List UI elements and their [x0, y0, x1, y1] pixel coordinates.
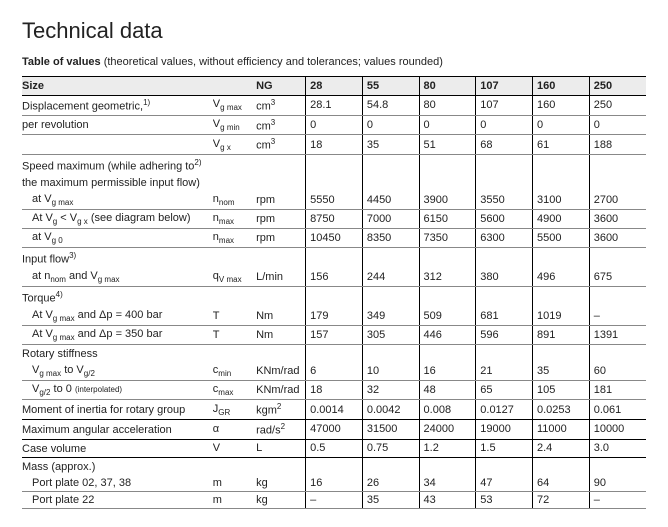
table-row: at nnom and Vg maxqV maxL/min15624431238… — [22, 268, 646, 287]
values-table: SizeNG285580107160250Displacement geomet… — [22, 76, 646, 509]
page-title: Technical data — [22, 18, 646, 44]
table-row: at Vg maxnnomrpm555044503900355031002700 — [22, 191, 646, 210]
table-row: at Vg 0nmaxrpm1045083507350630055003600 — [22, 229, 646, 248]
table-row: Moment of inertia for rotary groupJGRkgm… — [22, 400, 646, 420]
table-row: Input flow3) — [22, 248, 646, 268]
subtitle: Table of values (theoretical values, wit… — [22, 56, 646, 68]
table-row: At Vg max and Δp = 350 barTNm15730544659… — [22, 325, 646, 344]
table-row: At Vg max and Δp = 400 barTNm17934950968… — [22, 307, 646, 326]
table-row: Vg max to Vg/2cminKNm/rad61016213560 — [22, 362, 646, 381]
table-row: Speed maximum (while adhering to2) — [22, 154, 646, 174]
table-row: Vg xcm31835516861188 — [22, 135, 646, 155]
table-header-row: SizeNG285580107160250 — [22, 77, 646, 96]
table-row: At Vg < Vg x (see diagram below)nmaxrpm8… — [22, 209, 646, 228]
table-row: per revolutionVg mincm3000000 — [22, 115, 646, 135]
table-row: Torque4) — [22, 287, 646, 307]
table-row: Vg/2 to 0 (interpolated)cmaxKNm/rad18324… — [22, 381, 646, 400]
table-row: Displacement geometric,1)Vg maxcm328.154… — [22, 96, 646, 116]
table-row: Mass (approx.) — [22, 457, 646, 475]
table-row: Port plate 22mkg–35435372– — [22, 491, 646, 508]
table-row: the maximum permissible input flow) — [22, 175, 646, 191]
table-row: Case volumeVL0.50.751.21.52.43.0 — [22, 439, 646, 457]
table-row: Maximum angular accelerationαrad/s247000… — [22, 420, 646, 440]
table-row: Rotary stiffness — [22, 345, 646, 363]
table-row: Port plate 02, 37, 38mkg162634476490 — [22, 475, 646, 492]
